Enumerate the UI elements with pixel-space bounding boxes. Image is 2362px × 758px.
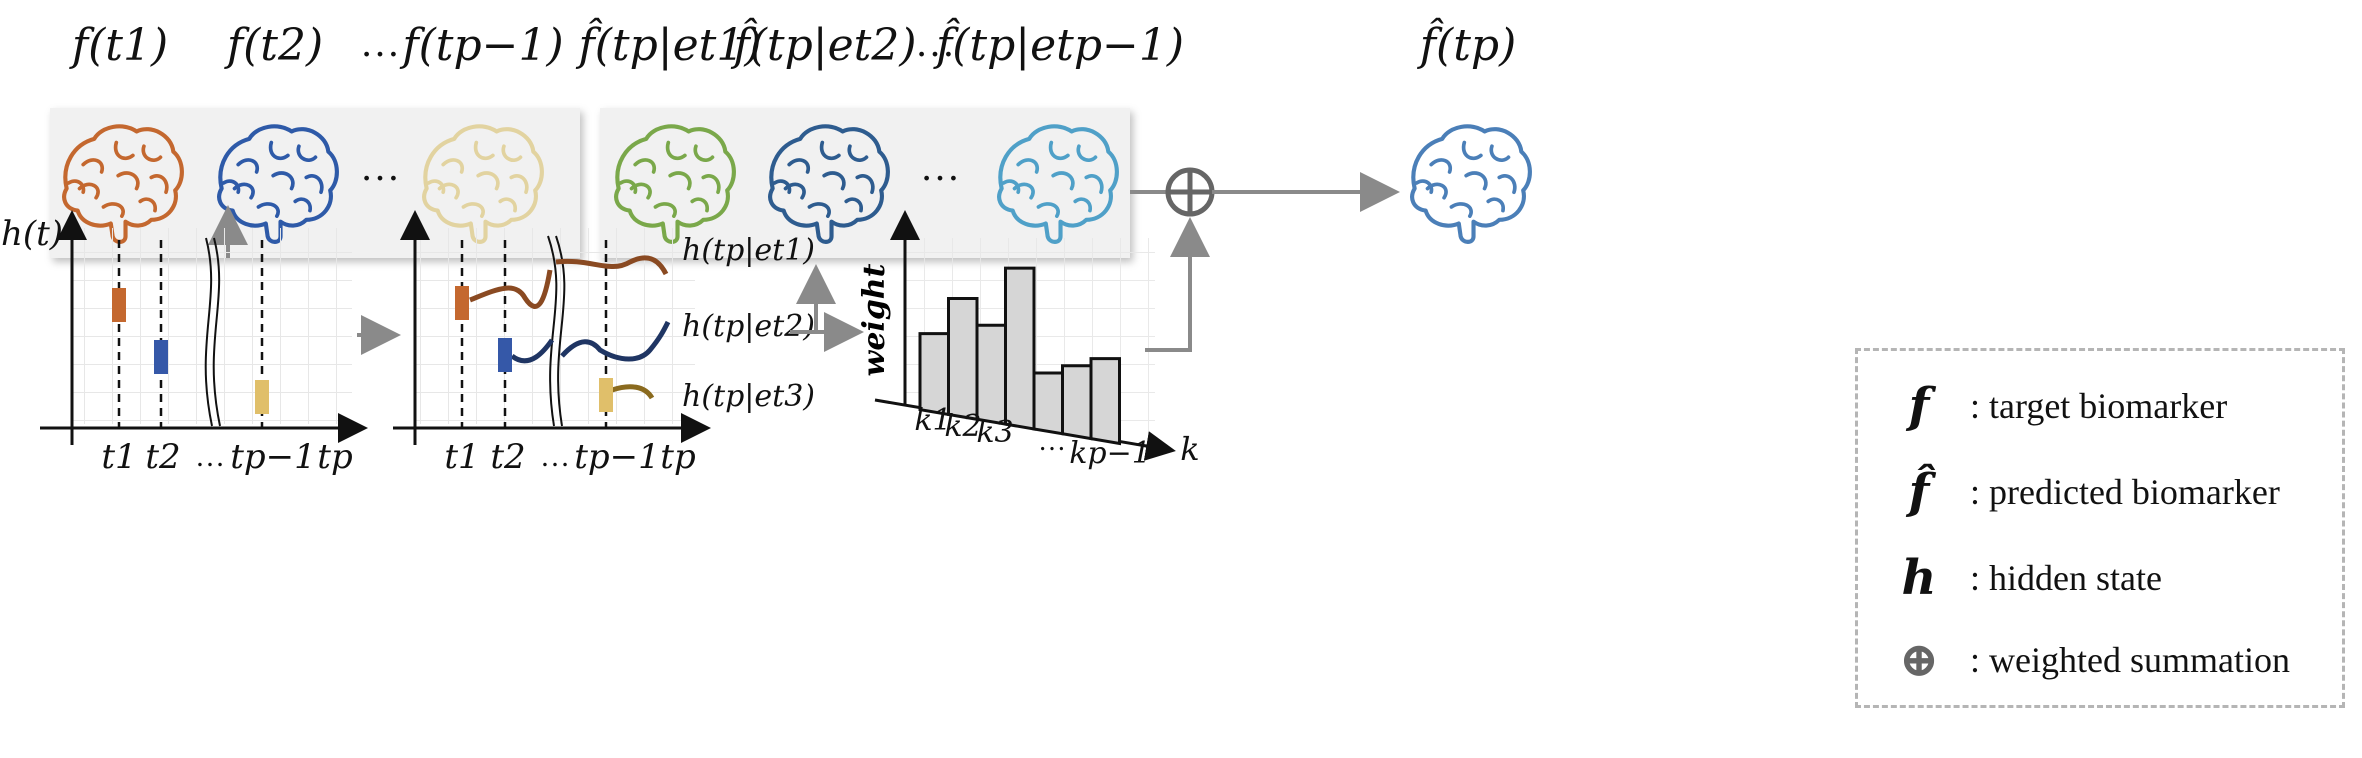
hist-ylabel: weight [857, 263, 892, 376]
hist-tick-dots: … [1038, 426, 1066, 457]
chart1-bar-t1 [112, 288, 126, 322]
hist-xlabel: k [1180, 430, 1199, 468]
label-dots-1: … [360, 20, 400, 65]
legend-symbol-f: f [1886, 378, 1952, 434]
chart2-label-2: h(tp|et2) [682, 309, 815, 344]
chart2-bar-t1 [455, 286, 469, 320]
legend-text-predicted: : predicted biomarker [1970, 471, 2280, 513]
label-fhat-etp1: f̂(tp|etp−1) [933, 16, 1184, 71]
chart2-tick-tp: tp [660, 437, 695, 477]
chart2-bar-t2 [498, 338, 512, 372]
weight-histogram: weight k k1 k2 k3 … kp−1 [857, 216, 1200, 471]
label-f-t1: f(t1) [69, 20, 168, 71]
hist-bar [1006, 268, 1035, 429]
panel-ellipsis-2: … [920, 144, 960, 189]
weighted-sum-icon [1168, 170, 1212, 214]
chart2-label-1: h(tp|et1) [682, 233, 815, 268]
conditional-hidden-state-chart: t1 t2 … tp−1 tp h(tp|et1) h(tp|et2) h(tp… [393, 216, 815, 477]
label-f-tp1: f(tp−1) [399, 20, 563, 71]
chart1-ylabel: h(t) [1, 214, 63, 254]
chart1-tick-tp: tp [317, 437, 352, 477]
chart2-tick-tp1: tp−1 [574, 437, 660, 477]
legend: f : target biomarker f̂ : predicted biom… [1855, 348, 2345, 708]
legend-symbol-h: h [1886, 550, 1952, 606]
chart1-bar-t2 [154, 340, 168, 374]
legend-item-sum: ⊕ : weighted summation [1886, 625, 2290, 695]
chart1-tick-t1: t1 [101, 437, 136, 477]
hist-bar [1034, 373, 1063, 434]
legend-item-target: f : target biomarker [1886, 371, 2227, 441]
legend-text-hidden: : hidden state [1970, 557, 2162, 599]
chart1-tick-dots: … [195, 440, 225, 473]
chart1-tick-t2: t2 [145, 437, 180, 477]
chart1-bar-tp1 [255, 380, 269, 414]
legend-text-target: : target biomarker [1970, 385, 2227, 427]
chart2-bar-tp1 [599, 378, 613, 412]
chart1-tick-tp1: tp−1 [230, 437, 316, 477]
weighted-sum-legend-icon: ⊕ [1886, 632, 1952, 688]
label-fhat-tp: f̂(tp) [1417, 16, 1516, 71]
chart2-tick-dots: … [540, 440, 570, 473]
hist-bar [949, 298, 978, 419]
legend-item-predicted: f̂ : predicted biomarker [1886, 457, 2280, 527]
panel-ellipsis-1: … [360, 144, 400, 189]
legend-text-sum: : weighted summation [1970, 639, 2290, 681]
hist-bar [1063, 366, 1092, 439]
hist-bar [1091, 359, 1120, 444]
label-f-t2: f(t2) [224, 20, 323, 71]
label-fhat-et2: f̂(tp|et2) [730, 16, 916, 71]
legend-symbol-fhat: f̂ [1886, 464, 1952, 520]
chart2-label-3: h(tp|et3) [682, 379, 815, 414]
hidden-state-chart: h(t) t1 t2 … tp−1 tp [1, 214, 362, 477]
brain-icon-output [1412, 126, 1530, 242]
legend-item-hidden: h : hidden state [1886, 543, 2162, 613]
hist-tick-k3: k3 [976, 415, 1013, 450]
hist-tick-kp1: kp−1 [1069, 436, 1151, 471]
chart2-tick-t1: t1 [444, 437, 479, 477]
chart2-tick-t2: t2 [490, 437, 525, 477]
